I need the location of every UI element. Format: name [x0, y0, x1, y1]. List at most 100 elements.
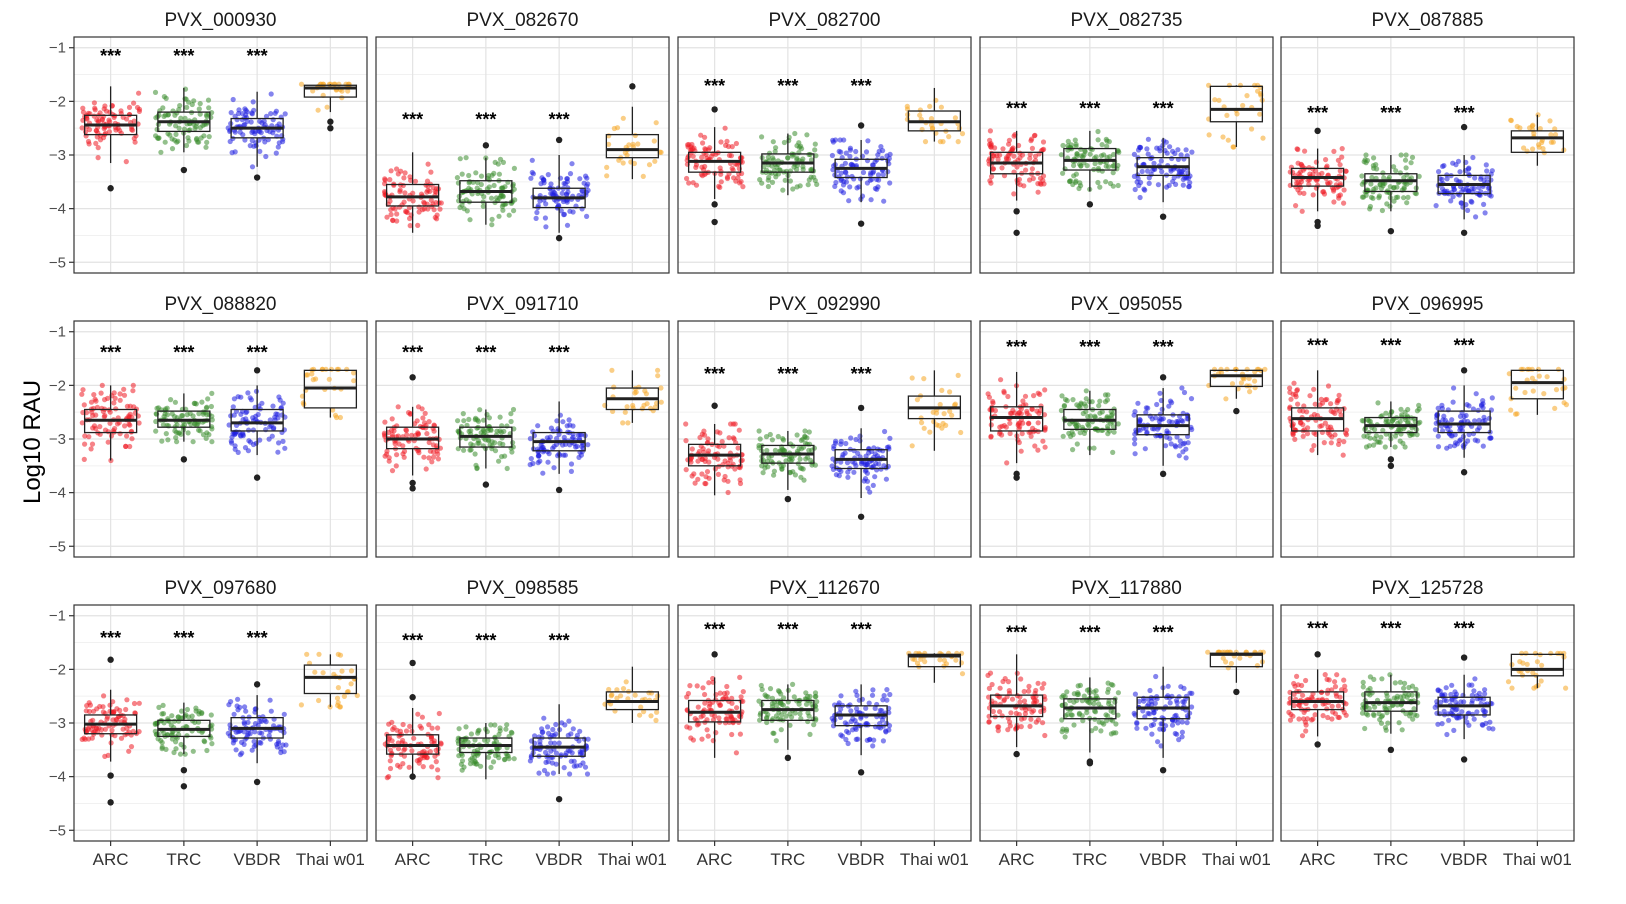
- jitter-point: [91, 423, 98, 429]
- jitter-point: [268, 91, 274, 97]
- jitter-point: [556, 740, 562, 746]
- jitter-point: [500, 207, 506, 213]
- jitter-point: [243, 708, 249, 714]
- jitter-point: [1387, 184, 1393, 190]
- jitter-point: [1341, 677, 1347, 683]
- jitter-point: [336, 81, 342, 87]
- jitter-point: [535, 423, 541, 429]
- jitter-point: [510, 208, 517, 214]
- jitter-point: [639, 406, 645, 412]
- jitter-point: [455, 418, 461, 424]
- jitter-point: [717, 702, 724, 708]
- jitter-point: [315, 107, 321, 113]
- jitter-point: [184, 706, 190, 713]
- jitter-point: [1027, 151, 1033, 157]
- significance-label: ***: [851, 364, 872, 384]
- jitter-point: [1396, 720, 1402, 726]
- jitter-point: [568, 461, 575, 467]
- jitter-point: [571, 763, 577, 769]
- jitter-point: [253, 413, 259, 419]
- jitter-point: [83, 708, 89, 714]
- jitter-point: [1040, 438, 1046, 444]
- jitter-point: [878, 144, 884, 150]
- jitter-point: [1416, 406, 1422, 412]
- jitter-point: [1181, 389, 1188, 396]
- jitter-point: [90, 405, 97, 412]
- jitter-point: [1403, 165, 1409, 171]
- jitter-point: [1391, 164, 1397, 170]
- jitter-point: [633, 389, 639, 395]
- jitter-point: [854, 692, 860, 699]
- jitter-point: [1174, 419, 1180, 425]
- jitter-point: [1080, 410, 1086, 417]
- jitter-point: [807, 731, 813, 738]
- jitter-point: [540, 470, 546, 476]
- jitter-point: [1364, 433, 1370, 439]
- jitter-point: [245, 730, 251, 737]
- jitter-point: [570, 423, 576, 429]
- jitter-point: [773, 738, 779, 744]
- jitter-point: [131, 118, 137, 124]
- jitter-point: [1042, 387, 1048, 393]
- jitter-point: [1098, 728, 1104, 734]
- jitter-point: [562, 722, 568, 728]
- jitter-point: [1303, 677, 1309, 684]
- jitter-point: [800, 466, 806, 472]
- jitter-point: [1393, 168, 1399, 174]
- jitter-point: [1320, 713, 1326, 719]
- jitter-point: [937, 401, 943, 408]
- jitter-point: [1521, 145, 1527, 151]
- jitter-point: [1480, 405, 1486, 411]
- jitter-point: [1396, 427, 1402, 433]
- jitter-point: [884, 687, 890, 693]
- jitter-point: [1463, 412, 1469, 419]
- jitter-point: [473, 415, 479, 421]
- panel-title: PVX_082735: [1071, 10, 1183, 31]
- jitter-point: [730, 716, 736, 723]
- jitter-point: [643, 391, 650, 397]
- panel-title: PVX_097680: [165, 578, 277, 599]
- outlier-point: [1013, 229, 1020, 236]
- jitter-point: [1097, 398, 1103, 404]
- jitter-point: [1517, 125, 1523, 131]
- jitter-point: [1323, 157, 1329, 163]
- jitter-point: [640, 173, 646, 179]
- jitter-point: [275, 738, 282, 744]
- jitter-point: [1093, 725, 1099, 731]
- jitter-point: [1145, 168, 1151, 174]
- x-tick-label: Thai w01: [1202, 850, 1271, 869]
- jitter-point: [686, 141, 692, 148]
- jitter-point: [1079, 713, 1085, 719]
- significance-label: ***: [777, 364, 798, 384]
- jitter-point: [1548, 139, 1554, 145]
- jitter-point: [1086, 423, 1092, 429]
- jitter-point: [249, 164, 256, 170]
- jitter-point: [847, 153, 853, 159]
- jitter-point: [987, 137, 993, 143]
- jitter-point: [1385, 720, 1391, 726]
- facet-panel: PVX_082700*** *** ***: [677, 10, 972, 274]
- jitter-point: [701, 150, 707, 156]
- jitter-point: [624, 152, 630, 158]
- jitter-point: [830, 167, 836, 173]
- jitter-point: [1041, 146, 1047, 152]
- jitter-point: [1060, 142, 1066, 149]
- jitter-point: [257, 128, 263, 135]
- jitter-point: [1171, 175, 1177, 181]
- jitter-point: [172, 112, 178, 118]
- jitter-point: [388, 211, 394, 218]
- jitter-point: [1536, 373, 1542, 379]
- jitter-point: [427, 448, 433, 454]
- jitter-point: [1095, 137, 1101, 143]
- jitter-point: [282, 111, 288, 117]
- jitter-point: [282, 445, 288, 451]
- jitter-point: [732, 466, 738, 472]
- outlier-point: [1086, 760, 1094, 767]
- jitter-point: [468, 731, 474, 737]
- jitter-point: [796, 140, 802, 146]
- jitter-point: [267, 697, 273, 703]
- jitter-point: [1035, 420, 1041, 426]
- jitter-point: [941, 663, 947, 669]
- jitter-point: [461, 764, 467, 770]
- jitter-point: [700, 140, 706, 146]
